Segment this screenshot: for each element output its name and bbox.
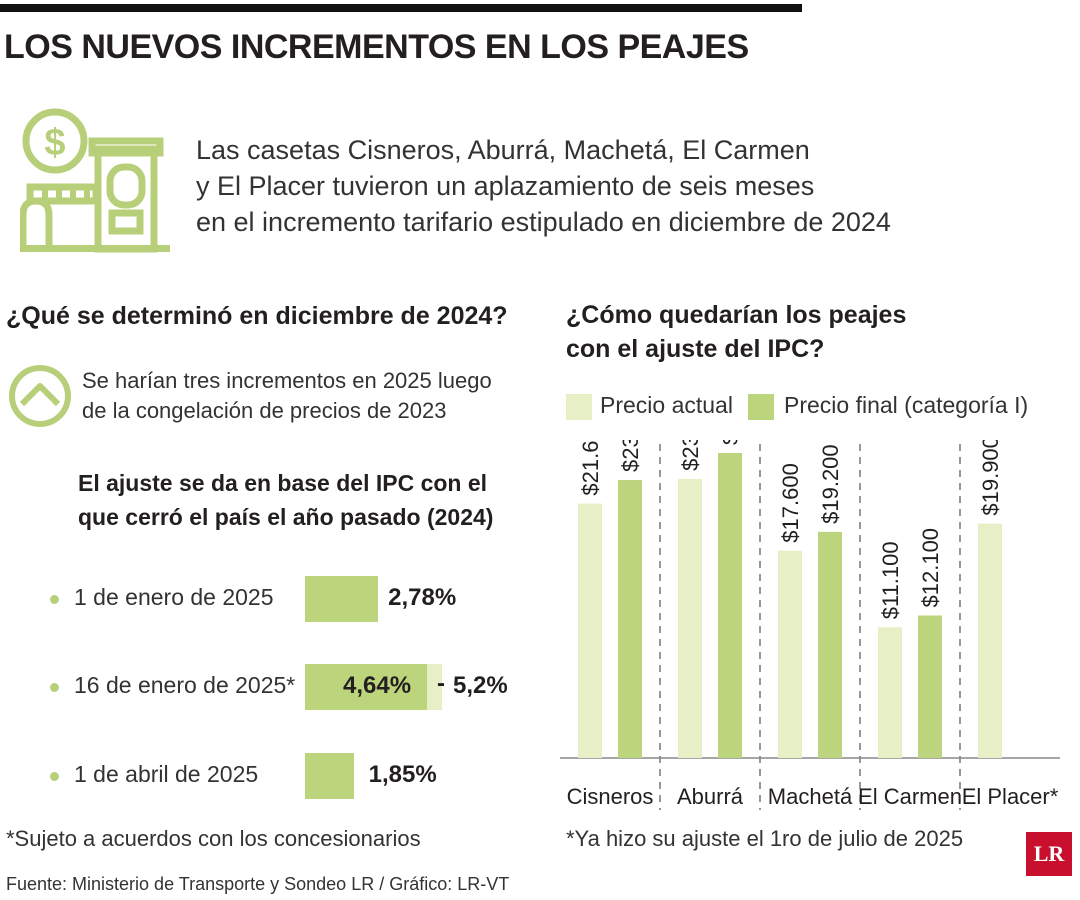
bar-value-label: $25.900 [718, 440, 743, 445]
bar-final [818, 531, 842, 758]
increment-row: 1 de enero de 2025 2,78% [0, 576, 540, 622]
intro-line: y El Placer tuvieron un aplazamiento de … [196, 171, 815, 201]
note-line: Se harían tres incrementos en 2025 luego [82, 368, 492, 393]
left-footnote: *Sujeto a acuerdos con los concesionario… [6, 826, 421, 851]
bar-value-label: $23.700 [678, 440, 703, 471]
ipc-heading-line: El ajuste se da en base del IPC con el [78, 470, 488, 496]
chevron-up-icon [8, 364, 72, 433]
svg-text:$: $ [44, 122, 65, 164]
intro-text: Las casetas Cisneros, Aburrá, Machetá, E… [196, 132, 1056, 240]
increment-date: 1 de enero de 2025 [74, 584, 274, 610]
toll-booth-icon: $ [19, 105, 170, 260]
category-label: El Carmen [858, 784, 962, 809]
bullet-dot [50, 772, 59, 781]
note-line: de la congelación de precios de 2023 [82, 398, 447, 423]
increment-bar [305, 753, 354, 799]
category-label: Machetá [768, 784, 853, 809]
increment-value-high: 5,2% [453, 672, 508, 699]
ipc-heading: El ajuste se da en base del IPC con el q… [78, 466, 493, 534]
lr-logo: LR [1026, 832, 1072, 876]
legend-label-actual: Precio actual [600, 392, 733, 418]
bar-value-label: $23.600 [618, 440, 643, 472]
page-title: LOS NUEVOS INCREMENTOS EN LOS PEAJES [4, 28, 749, 66]
bar-actual [878, 627, 902, 758]
right-heading-line: ¿Cómo quedarían los peajes [566, 301, 907, 329]
increment-value: 1,85% [368, 761, 437, 788]
bar-actual [678, 478, 702, 758]
bar-final [718, 452, 742, 758]
bar-actual [978, 523, 1002, 758]
price-bar-chart: $21.600 $23.600 Cisneros $23.700 $25.900 Abur… [560, 440, 1060, 810]
increment-date: 1 de abril de 2025 [74, 761, 259, 787]
bullet-dot [50, 595, 59, 604]
bar-actual [578, 503, 602, 758]
range-dash: - [437, 670, 446, 697]
right-heading-line: con el ajuste del IPC? [566, 335, 825, 363]
bar-value-label: $19.200 [818, 444, 843, 524]
category-label: El Placer* [962, 784, 1059, 809]
legend-label-final: Precio final (categoría I) [784, 392, 1029, 418]
increment-value: 2,78% [388, 584, 457, 611]
increment-row: 1 de abril de 2025 1,85% [0, 753, 540, 799]
increment-bar-range [427, 664, 442, 710]
legend-swatch-final [748, 394, 774, 420]
increments-note: Se harían tres incrementos en 2025 luego… [82, 366, 492, 426]
legend-swatch-actual [566, 394, 592, 420]
bar-value-label: $11.100 [878, 541, 903, 619]
increment-bar [305, 664, 428, 710]
bar-value-label: $21.600 [578, 440, 603, 496]
increment-date: 16 de enero de 2025* [74, 672, 296, 698]
bar-final [918, 615, 942, 758]
intro-line: en el incremento tarifario estipulado en… [196, 207, 891, 237]
increment-bar [305, 576, 379, 622]
top-rule [0, 4, 802, 12]
bar-value-label: $12.100 [918, 528, 943, 608]
increment-row: 16 de enero de 2025* 4,64% - 5,2% [0, 664, 540, 710]
category-label: Cisneros [567, 784, 654, 809]
right-footnote: *Ya hizo su ajuste el 1ro de julio de 20… [566, 826, 964, 851]
left-heading: ¿Qué se determinó en diciembre de 2024? [6, 302, 508, 330]
ipc-heading-line: que cerró el país el año pasado (2024) [78, 504, 494, 530]
bar-value-label: $17.600 [778, 463, 803, 543]
source-text: Fuente: Ministerio de Transporte y Sonde… [6, 874, 510, 894]
right-heading: ¿Cómo quedarían los peajes con el ajuste… [566, 298, 906, 366]
bar-final [618, 480, 642, 758]
intro-line: Las casetas Cisneros, Aburrá, Machetá, E… [196, 135, 810, 165]
bar-actual [778, 550, 802, 758]
bar-value-label: $19.900 [978, 440, 1003, 516]
increment-value: 4,64% [343, 672, 412, 699]
category-label: Aburrá [677, 784, 744, 809]
bullet-dot [50, 683, 59, 692]
